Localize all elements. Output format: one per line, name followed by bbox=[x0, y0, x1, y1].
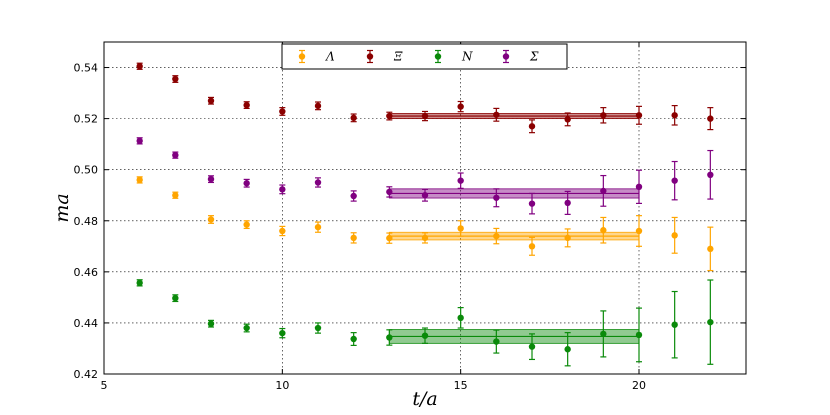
data-point bbox=[136, 63, 143, 70]
data-point bbox=[457, 103, 464, 110]
data-point bbox=[136, 279, 143, 287]
data-point bbox=[564, 346, 571, 353]
data-point bbox=[707, 245, 714, 253]
x-tick-label: 15 bbox=[454, 379, 468, 392]
data-point bbox=[136, 176, 143, 184]
data-point bbox=[243, 221, 250, 228]
legend-label: Σ bbox=[529, 50, 539, 64]
legend-marker bbox=[366, 53, 374, 60]
legend-label: Ξ bbox=[393, 50, 403, 64]
grid bbox=[104, 42, 746, 374]
data-point bbox=[350, 114, 357, 122]
fit-bands bbox=[388, 113, 640, 344]
data-point bbox=[493, 338, 500, 345]
legend-marker bbox=[298, 53, 306, 60]
data-point bbox=[172, 151, 179, 159]
data-point bbox=[207, 175, 215, 183]
data-point bbox=[279, 329, 286, 337]
data-point bbox=[207, 97, 215, 104]
plot-frame bbox=[103, 41, 747, 375]
x-tick-label: 20 bbox=[632, 379, 646, 392]
x-axis-label: t/a bbox=[412, 388, 437, 410]
data-point bbox=[172, 192, 179, 199]
y-tick-label: 0.54 bbox=[74, 62, 99, 75]
y-tick-label: 0.50 bbox=[74, 164, 99, 177]
legend-marker bbox=[502, 53, 510, 60]
y-tick-label: 0.48 bbox=[74, 215, 99, 228]
data-point bbox=[314, 179, 322, 186]
data-point bbox=[493, 194, 500, 201]
data-point bbox=[421, 192, 429, 199]
data-point bbox=[600, 187, 607, 195]
data-point bbox=[600, 330, 607, 338]
x-tick-label: 5 bbox=[101, 379, 108, 392]
y-tick-label: 0.46 bbox=[74, 266, 99, 279]
data-point bbox=[172, 294, 179, 302]
data-point bbox=[279, 108, 286, 115]
data-point bbox=[671, 112, 678, 119]
data-point bbox=[386, 112, 393, 120]
data-point bbox=[207, 216, 215, 223]
data-point bbox=[314, 223, 322, 231]
data-point bbox=[421, 332, 429, 339]
data-points bbox=[136, 62, 714, 367]
data-point bbox=[457, 225, 464, 232]
y-tick-label: 0.42 bbox=[74, 368, 99, 381]
legend-label: Λ bbox=[325, 50, 335, 64]
data-point bbox=[314, 102, 322, 110]
legend-box bbox=[281, 43, 568, 70]
data-point bbox=[421, 234, 429, 242]
data-point bbox=[528, 343, 536, 350]
data-point bbox=[243, 180, 250, 187]
data-point bbox=[350, 192, 357, 200]
data-point bbox=[671, 232, 678, 239]
data-point bbox=[564, 116, 571, 123]
y-tick-label: 0.52 bbox=[74, 113, 99, 126]
data-point bbox=[635, 331, 643, 339]
data-point bbox=[528, 243, 536, 250]
data-point bbox=[600, 227, 607, 234]
data-point bbox=[707, 171, 714, 178]
data-point bbox=[350, 335, 357, 343]
data-point bbox=[707, 318, 714, 326]
data-point bbox=[493, 111, 500, 118]
data-point bbox=[635, 112, 643, 119]
data-point bbox=[457, 314, 464, 322]
data-point bbox=[707, 115, 714, 122]
data-point bbox=[600, 112, 607, 119]
data-point bbox=[279, 186, 286, 193]
y-axis-label: ma bbox=[51, 193, 73, 222]
data-point bbox=[671, 321, 678, 328]
data-point bbox=[350, 234, 357, 242]
data-point bbox=[243, 101, 250, 109]
data-point bbox=[314, 324, 322, 332]
data-point bbox=[457, 177, 464, 184]
data-point bbox=[635, 183, 643, 191]
data-point bbox=[421, 112, 429, 120]
data-point bbox=[671, 177, 678, 184]
y-tick-label: 0.44 bbox=[74, 317, 99, 330]
data-point bbox=[386, 188, 393, 196]
data-point bbox=[172, 75, 179, 83]
data-point bbox=[528, 200, 536, 207]
data-point bbox=[635, 227, 643, 235]
axis-ticks: 5 10 15 20 0.42 0.44 0.46 0.48 0.50 0.52 0.54 bbox=[74, 42, 746, 392]
data-point bbox=[493, 232, 500, 240]
data-point bbox=[207, 320, 215, 327]
data-point bbox=[243, 324, 250, 332]
data-point bbox=[136, 137, 143, 145]
data-point bbox=[386, 234, 393, 242]
legend-label: N bbox=[461, 50, 473, 64]
data-point bbox=[279, 227, 286, 235]
data-point bbox=[564, 234, 571, 242]
x-tick-label: 10 bbox=[275, 379, 289, 392]
data-point bbox=[528, 123, 536, 130]
data-point bbox=[386, 334, 393, 341]
data-point bbox=[564, 199, 571, 207]
legend-marker bbox=[434, 53, 442, 60]
